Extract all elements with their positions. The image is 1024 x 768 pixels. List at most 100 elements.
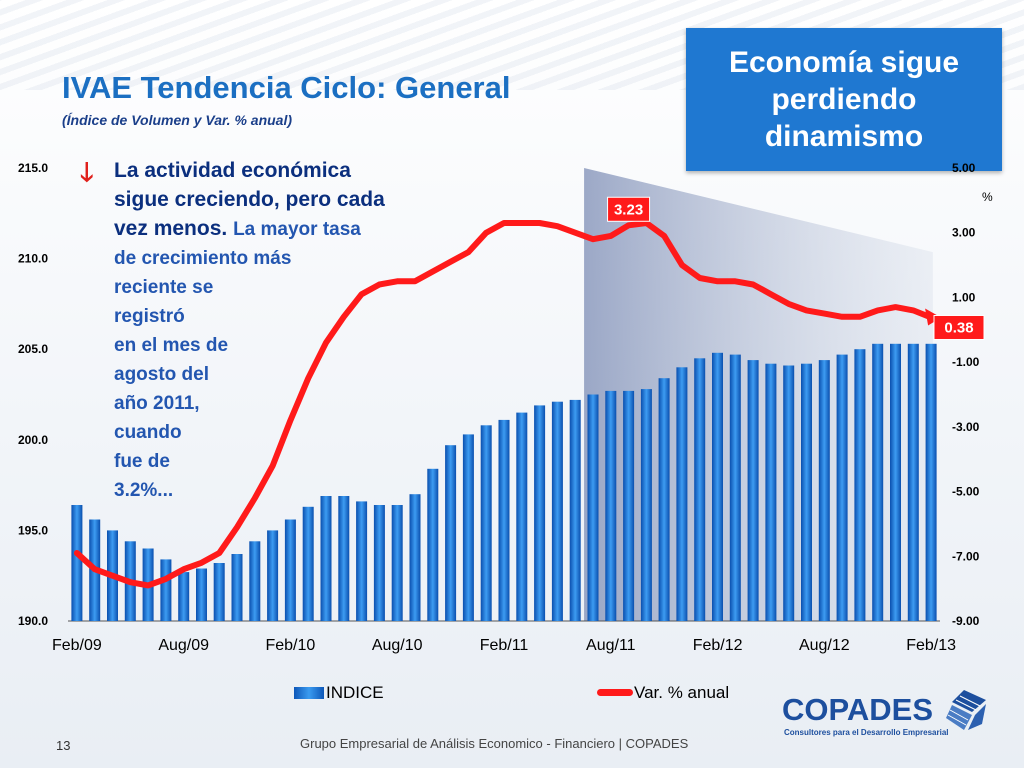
x-axis-tick-label: Feb/09 — [52, 637, 102, 654]
note-line: año 2011, — [114, 393, 200, 414]
bar-indice — [445, 445, 457, 621]
down-arrow-icon: 🡓 — [80, 157, 94, 187]
bar-indice — [747, 360, 759, 621]
bar-indice — [409, 494, 421, 621]
x-axis-tick-label: Aug/11 — [586, 637, 636, 654]
bar-indice — [890, 343, 901, 621]
bar-indice — [765, 363, 777, 621]
data-label-box — [933, 314, 985, 340]
x-axis-tick-label: Feb/12 — [693, 637, 743, 654]
note-line: en el mes de — [114, 335, 229, 356]
left-axis-tick-label: 215.0 — [18, 161, 48, 175]
note-line: 3.2%... — [114, 480, 174, 501]
bar-indice — [694, 358, 706, 621]
x-axis-tick-label: Aug/12 — [799, 637, 850, 654]
right-axis-tick-label: -7.00 — [952, 549, 980, 563]
highlight-box: Economía sigue perdiendo dinamismo — [686, 28, 1002, 171]
bar-indice — [213, 563, 225, 621]
line-arrowhead — [925, 308, 942, 326]
note-line: reciente se — [114, 277, 214, 298]
right-axis-tick-label: -5.00 — [952, 485, 980, 499]
bar-indice — [605, 390, 617, 621]
bar-indice — [160, 559, 172, 621]
page-subtitle: (Índice de Volumen y Var. % anual) — [62, 112, 293, 128]
right-axis-tick-label: 5.00 — [952, 161, 976, 175]
annotation-note: La actividad económica sigue creciendo, … — [114, 156, 454, 505]
logo-mark-icon — [946, 690, 986, 730]
bar-indice — [231, 554, 243, 621]
bar-indice — [783, 365, 795, 621]
bar-indice — [320, 496, 332, 621]
bar-indice — [534, 405, 546, 621]
bar-indice — [587, 394, 599, 621]
legend-swatch-indice — [294, 687, 324, 699]
bar-indice — [836, 354, 848, 621]
legend-swatch-var — [597, 689, 633, 696]
note-line: de crecimiento más — [114, 248, 292, 269]
bar-indice — [178, 572, 190, 621]
bar-indice — [391, 505, 403, 621]
x-axis-tick-label: Aug/10 — [372, 637, 423, 654]
x-axis-tick-label: Feb/11 — [480, 637, 529, 654]
bar-indice — [925, 343, 937, 621]
x-axis-tick-label: Feb/10 — [265, 637, 315, 654]
data-label-box — [607, 196, 651, 222]
bar-indice — [267, 530, 279, 621]
highlight-box-text: Economía sigue perdiendo dinamismo — [728, 46, 960, 153]
left-axis-tick-label: 210.0 — [18, 252, 48, 266]
bar-indice — [498, 419, 510, 621]
bar-indice — [854, 349, 866, 621]
left-axis-tick-label: 190.0 — [18, 614, 48, 628]
note-line: La actividad económica — [114, 159, 351, 182]
logo-text: COPADES — [782, 692, 934, 727]
legend-label-var: Var. % anual — [634, 683, 730, 702]
note-line: fue de — [114, 451, 170, 472]
legend-label-indice: INDICE — [326, 683, 384, 702]
page-title: IVAE Tendencia Ciclo: General — [62, 70, 511, 105]
left-axis-tick-label: 205.0 — [18, 342, 48, 356]
note-line: cuando — [114, 422, 182, 443]
note-line: registró — [114, 306, 185, 327]
bar-indice — [640, 389, 652, 621]
bar-indice — [551, 401, 563, 621]
right-axis-tick-label: 3.00 — [952, 226, 976, 240]
right-axis-tick-label: -3.00 — [952, 420, 980, 434]
right-axis-tick-label: 1.00 — [952, 290, 976, 304]
note-small: La mayor tasa — [233, 219, 361, 240]
bar-indice — [623, 390, 635, 621]
right-axis-tick-label: -1.00 — [952, 355, 980, 369]
right-axis-unit: % — [982, 190, 993, 204]
bar-indice — [249, 541, 261, 621]
page-number: 13 — [56, 738, 71, 753]
bar-indice — [462, 434, 474, 621]
bar-indice — [373, 505, 385, 621]
note-line: vez menos. La mayor tasa — [114, 214, 454, 244]
note-line: sigue creciendo, pero cada — [114, 188, 385, 211]
bar-indice — [872, 343, 884, 621]
data-label: 0.38 — [944, 319, 973, 336]
bar-indice — [569, 399, 581, 621]
bar-indice — [516, 412, 528, 621]
bar-indice — [196, 568, 207, 621]
bar-indice — [801, 363, 812, 621]
right-axis-tick-label: -9.00 — [952, 614, 980, 628]
data-label: 3.23 — [614, 201, 643, 218]
bar-indice — [427, 468, 439, 621]
bar-indice — [338, 496, 350, 621]
left-axis-tick-label: 195.0 — [18, 523, 48, 537]
bar-indice — [356, 501, 368, 621]
logo-tagline: Consultores para el Desarrollo Empresari… — [784, 728, 949, 737]
bar-indice — [71, 505, 83, 621]
copades-logo: COPADES Consultores para el Desarrollo E… — [782, 688, 994, 744]
bar-indice — [284, 519, 296, 621]
footer-text: Grupo Empresarial de Análisis Economico … — [300, 736, 689, 751]
bar-indice — [818, 360, 830, 621]
bar-indice — [676, 367, 688, 621]
bar-indice — [480, 425, 492, 621]
note-bold: vez menos. — [114, 217, 228, 240]
x-axis-tick-label: Aug/09 — [158, 637, 209, 654]
bar-indice — [658, 378, 670, 621]
bar-indice — [302, 506, 314, 621]
bar-indice — [729, 354, 741, 621]
